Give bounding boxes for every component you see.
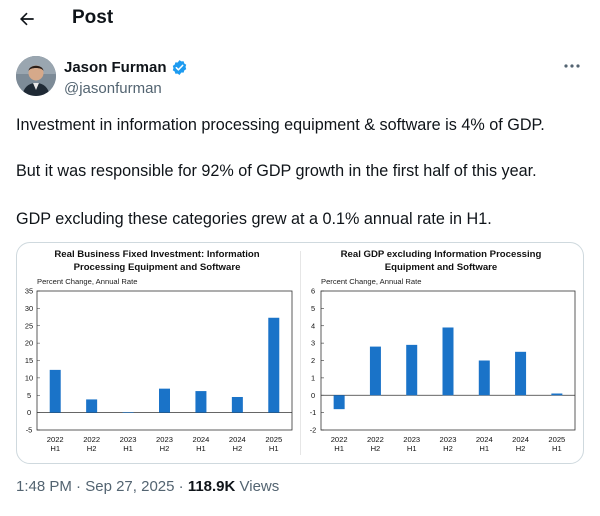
chart-bar bbox=[369, 346, 381, 396]
x-tick-label: 2022 bbox=[331, 435, 348, 444]
y-tick-label: 35 bbox=[25, 287, 33, 296]
y-tick-label: 0 bbox=[311, 391, 315, 400]
more-options-button[interactable] bbox=[558, 56, 586, 76]
chart-bar bbox=[406, 344, 418, 396]
x-tick-label: 2022 bbox=[47, 435, 64, 444]
x-tick-label: H1 bbox=[123, 444, 133, 453]
avatar[interactable] bbox=[16, 56, 56, 96]
page-title: Post bbox=[72, 7, 114, 28]
chart-bar bbox=[231, 396, 243, 413]
x-tick-label: 2023 bbox=[156, 435, 173, 444]
chart-title: Real GDP excluding Information Processin… bbox=[341, 249, 542, 260]
chart-bar bbox=[478, 360, 490, 396]
y-tick-label: 2 bbox=[311, 356, 315, 365]
y-tick-label: 25 bbox=[25, 321, 33, 330]
x-tick-label: 2025 bbox=[265, 435, 282, 444]
y-tick-label: -1 bbox=[310, 408, 317, 417]
tweet-media-image[interactable]: Real Business Fixed Investment: Informat… bbox=[16, 242, 584, 464]
views-count: 118.9K bbox=[187, 478, 236, 495]
verified-badge-icon bbox=[172, 60, 186, 75]
y-tick-label: 0 bbox=[27, 408, 31, 417]
x-tick-label: H1 bbox=[479, 444, 489, 453]
y-tick-label: 3 bbox=[311, 339, 315, 348]
post-date[interactable]: Sep 27, 2025 bbox=[85, 478, 175, 495]
chart-bar bbox=[268, 317, 280, 413]
tweet-text-paragraph: But it was responsible for 92% of GDP gr… bbox=[16, 162, 537, 180]
chart-title: Processing Equipment and Software bbox=[74, 262, 241, 273]
y-tick-label: -2 bbox=[310, 426, 317, 435]
back-button[interactable] bbox=[10, 4, 44, 34]
author-name-row: Jason Furman bbox=[64, 59, 188, 76]
y-tick-label: 15 bbox=[25, 356, 33, 365]
x-tick-label: H1 bbox=[50, 444, 60, 453]
y-axis-label: Percent Change, Annual Rate bbox=[37, 277, 137, 286]
x-tick-label: H2 bbox=[443, 444, 453, 453]
x-tick-label: 2024 bbox=[512, 435, 529, 444]
x-tick-label: H1 bbox=[334, 444, 344, 453]
tweet-meta: 1:48 PM · Sep 27, 2025 · 118.9K Views bbox=[16, 478, 279, 495]
chart-bar bbox=[442, 327, 454, 396]
y-axis-label: Percent Change, Annual Rate bbox=[321, 277, 421, 286]
x-tick-label: H1 bbox=[196, 444, 206, 453]
x-tick-label: 2022 bbox=[367, 435, 384, 444]
top-bar: Post bbox=[0, 0, 600, 38]
x-tick-label: H1 bbox=[552, 444, 562, 453]
x-tick-label: H2 bbox=[232, 444, 242, 453]
meta-separator: · bbox=[71, 478, 86, 495]
x-tick-label: 2023 bbox=[440, 435, 457, 444]
x-tick-label: H2 bbox=[371, 444, 381, 453]
panel-divider bbox=[300, 251, 301, 455]
more-horizontal-icon bbox=[564, 64, 580, 68]
chart-bar bbox=[195, 391, 207, 413]
x-tick-label: H2 bbox=[87, 444, 97, 453]
avatar-image bbox=[16, 56, 56, 96]
y-tick-label: 6 bbox=[311, 287, 315, 296]
y-tick-label: 20 bbox=[25, 339, 33, 348]
x-tick-label: H1 bbox=[269, 444, 279, 453]
chart-bar bbox=[159, 388, 170, 413]
chart-bar bbox=[122, 412, 134, 413]
views-label: Views bbox=[235, 478, 280, 495]
y-tick-label: 30 bbox=[25, 304, 33, 313]
chart-bar bbox=[49, 369, 61, 413]
author-handle[interactable]: @jasonfurman bbox=[64, 80, 162, 97]
x-tick-label: 2022 bbox=[83, 435, 100, 444]
x-tick-label: H1 bbox=[407, 444, 417, 453]
y-tick-label: 4 bbox=[311, 321, 315, 330]
y-tick-label: 5 bbox=[311, 304, 315, 313]
chart-title: Equipment and Software bbox=[385, 262, 497, 273]
chart-bar bbox=[551, 393, 563, 396]
tweet-text-paragraph: Investment in information processing equ… bbox=[16, 116, 545, 134]
arrow-left-icon bbox=[20, 12, 34, 26]
charts-figure: Real Business Fixed Investment: Informat… bbox=[25, 249, 576, 453]
x-tick-label: 2025 bbox=[548, 435, 565, 444]
x-tick-label: H2 bbox=[160, 444, 170, 453]
chart-bar bbox=[515, 351, 527, 396]
tweet-text-paragraph: GDP excluding these categories grew at a… bbox=[16, 210, 492, 228]
y-tick-label: -5 bbox=[26, 426, 33, 435]
post-time[interactable]: 1:48 PM bbox=[16, 478, 72, 495]
meta-separator: · bbox=[174, 478, 188, 495]
author-name[interactable]: Jason Furman bbox=[64, 59, 167, 76]
x-tick-label: 2023 bbox=[403, 435, 420, 444]
y-tick-label: 10 bbox=[25, 373, 33, 382]
chart-bar bbox=[86, 399, 98, 413]
x-tick-label: 2024 bbox=[229, 435, 246, 444]
x-tick-label: H2 bbox=[516, 444, 526, 453]
y-tick-label: 1 bbox=[311, 373, 315, 382]
chart-bar bbox=[333, 395, 345, 410]
chart-title: Real Business Fixed Investment: Informat… bbox=[54, 249, 259, 260]
x-tick-label: 2023 bbox=[120, 435, 137, 444]
x-tick-label: 2024 bbox=[192, 435, 209, 444]
x-tick-label: 2024 bbox=[476, 435, 493, 444]
y-tick-label: 5 bbox=[27, 391, 31, 400]
